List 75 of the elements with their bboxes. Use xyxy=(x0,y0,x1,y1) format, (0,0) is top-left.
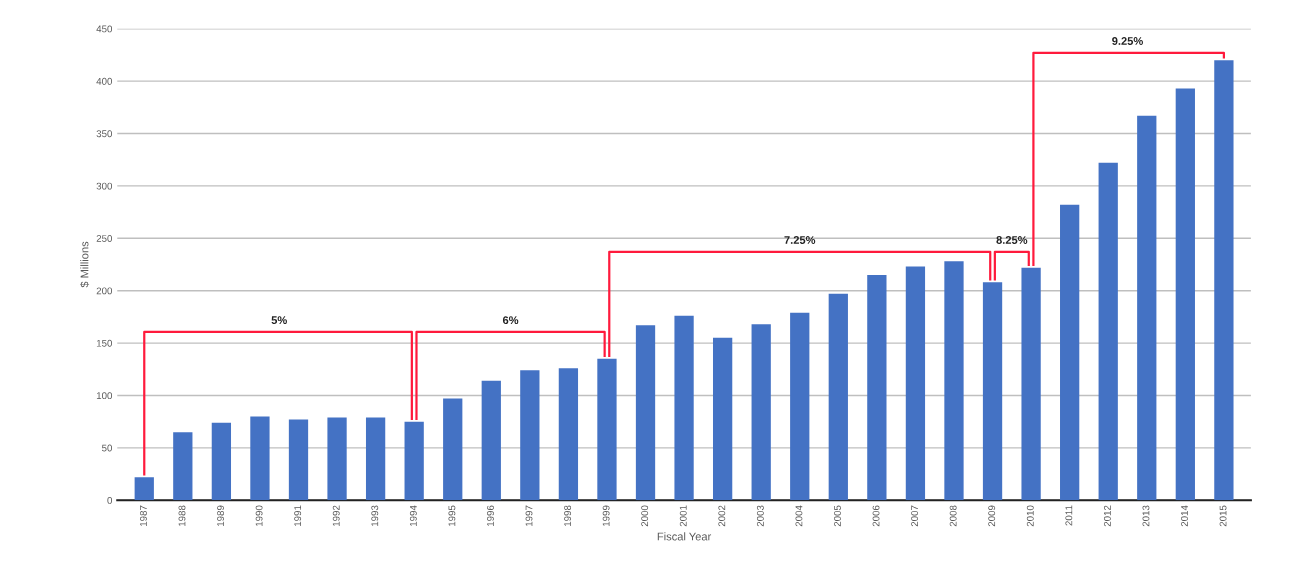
x-tick-label: 2007 xyxy=(911,505,919,527)
x-tick-label: 2001 xyxy=(679,505,687,527)
annotation: 6% xyxy=(502,316,519,325)
x-tick-label: 2015 xyxy=(1219,505,1227,527)
bar xyxy=(211,422,232,501)
x-tick-label: 2002 xyxy=(718,505,726,527)
x-tick-label: 2008 xyxy=(949,505,957,527)
bar xyxy=(597,358,617,501)
bar xyxy=(520,370,540,501)
x-tick-label: 1988 xyxy=(178,505,186,526)
y-tick-label: 50 xyxy=(101,444,113,452)
x-tick-label: 2000 xyxy=(641,505,649,527)
x-tick-label: 2005 xyxy=(834,505,841,527)
bar xyxy=(982,282,1003,501)
bar xyxy=(250,416,270,501)
x-tick-label: 2013 xyxy=(1142,505,1150,527)
x-axis-title: Fiscal Year xyxy=(657,532,712,541)
bar xyxy=(1214,60,1234,501)
bar xyxy=(944,261,964,501)
annotation: 9.25% xyxy=(1112,37,1143,45)
x-tick-label: 1994 xyxy=(409,505,417,526)
bar xyxy=(443,398,463,501)
annotation: 8.25% xyxy=(996,236,1028,244)
y-tick-label: 350 xyxy=(96,130,113,138)
bar xyxy=(1175,88,1195,501)
x-tick-label: 2003 xyxy=(756,505,764,527)
annotation: 5% xyxy=(271,316,287,325)
bar xyxy=(674,315,694,501)
bar xyxy=(1060,204,1080,501)
x-tick-label: 2014 xyxy=(1181,505,1188,527)
x-tick-label: 1996 xyxy=(487,505,494,526)
y-tick-label: 450 xyxy=(96,25,113,33)
x-tick-label: 1995 xyxy=(448,505,456,526)
y-tick-label: 200 xyxy=(96,287,113,295)
bar xyxy=(712,337,733,501)
y-axis-title: $ Millions xyxy=(80,241,90,288)
y-tick-label: 400 xyxy=(96,77,113,85)
x-tick-label: 2011 xyxy=(1065,505,1073,526)
x-tick-label: 1991 xyxy=(294,505,302,526)
bar xyxy=(173,432,193,501)
bar xyxy=(867,274,887,501)
x-tick-label: 1992 xyxy=(332,505,340,526)
y-tick-label: 100 xyxy=(96,392,113,400)
bar xyxy=(1021,267,1041,501)
bar xyxy=(558,368,579,501)
x-tick-label: 1999 xyxy=(602,505,610,526)
bar xyxy=(1137,115,1157,501)
bar xyxy=(327,417,347,501)
x-tick-label: 1990 xyxy=(255,505,263,526)
bar xyxy=(365,417,386,501)
x-tick-label: 1987 xyxy=(139,505,147,526)
x-tick-label: 2009 xyxy=(988,505,996,527)
bar xyxy=(134,477,154,501)
x-tick-label: 2010 xyxy=(1026,505,1034,527)
bar xyxy=(790,312,810,501)
bar xyxy=(288,419,309,501)
y-tick-label: 250 xyxy=(96,235,113,242)
bar xyxy=(481,380,501,501)
x-tick-label: 2006 xyxy=(872,505,880,527)
y-tick-label: 150 xyxy=(96,339,113,347)
bar xyxy=(1098,162,1118,501)
x-tick-label: 2012 xyxy=(1103,505,1111,527)
y-tick-label: 0 xyxy=(107,496,113,504)
bar xyxy=(751,324,771,501)
bar xyxy=(404,421,424,501)
bar xyxy=(905,266,926,501)
y-tick-label: 300 xyxy=(96,182,113,190)
x-tick-label: 1989 xyxy=(217,505,224,526)
bar xyxy=(828,293,848,501)
x-tick-label: 2004 xyxy=(795,505,803,527)
x-tick-label: 1993 xyxy=(371,505,379,526)
annotation: 7.25% xyxy=(784,236,816,244)
bar xyxy=(635,325,656,501)
x-tick-label: 1997 xyxy=(525,505,533,526)
x-tick-label: 1998 xyxy=(564,505,572,526)
